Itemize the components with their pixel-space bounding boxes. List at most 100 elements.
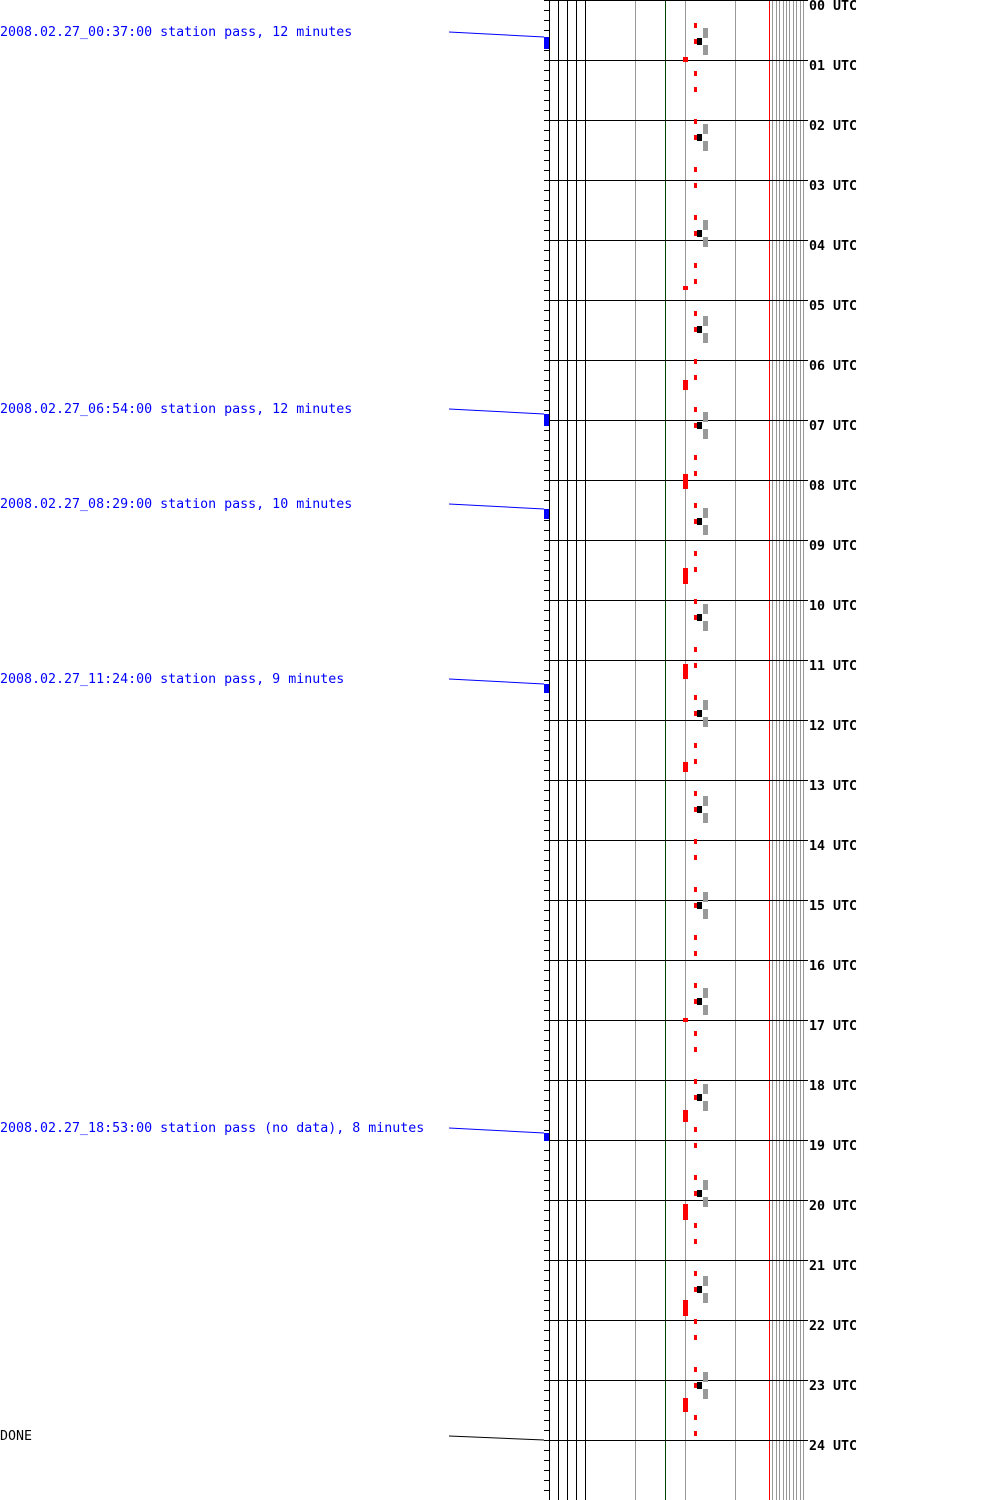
red-dash [694, 1079, 697, 1084]
hour-label: 10 UTC [809, 599, 857, 614]
hour-label: 20 UTC [809, 1199, 857, 1214]
pass-bar [544, 37, 549, 49]
gray-mark [703, 717, 708, 727]
red-bar [683, 1018, 688, 1022]
gray-mark [703, 892, 708, 902]
pass-label: 2008.02.27_06:54:00 station pass, 12 min… [0, 402, 352, 417]
gray-mark [703, 220, 708, 230]
red-dash [694, 1239, 697, 1244]
red-dash [694, 1415, 697, 1420]
black-mark [697, 1190, 702, 1197]
red-dash [694, 167, 697, 172]
red-dash [694, 471, 697, 476]
red-dash [694, 711, 697, 716]
gray-mark [703, 45, 708, 55]
black-mark [697, 518, 702, 525]
hour-label: 07 UTC [809, 419, 857, 434]
red-dash [694, 1335, 697, 1340]
black-mark [697, 806, 702, 813]
pass-bar [544, 1133, 549, 1141]
gray-mark [703, 333, 708, 343]
red-dash [694, 567, 697, 572]
hour-label: 11 UTC [809, 659, 857, 674]
pass-label: 2008.02.27_11:24:00 station pass, 9 minu… [0, 672, 344, 687]
red-bar [683, 380, 688, 390]
hour-label: 02 UTC [809, 119, 857, 134]
red-dash [694, 1367, 697, 1372]
red-dash [694, 519, 697, 524]
black-mark [697, 614, 702, 621]
red-dash [694, 279, 697, 284]
red-dash [694, 759, 697, 764]
red-bar [683, 1300, 688, 1316]
gray-mark [703, 124, 708, 134]
red-dash [694, 423, 697, 428]
red-dash [694, 263, 697, 268]
red-dash [694, 1127, 697, 1132]
red-dash [694, 23, 697, 28]
gray-mark [703, 700, 708, 710]
red-bar [683, 474, 688, 489]
red-bar [683, 1398, 688, 1412]
red-dash [694, 983, 697, 988]
red-dash [694, 887, 697, 892]
red-dash [694, 1431, 697, 1436]
gray-mark [703, 508, 708, 518]
gray-mark [703, 412, 708, 422]
black-mark [697, 902, 702, 909]
hour-label: 24 UTC [809, 1439, 857, 1454]
red-dash [694, 791, 697, 796]
red-dash [694, 407, 697, 412]
red-dash [694, 615, 697, 620]
gray-mark [703, 909, 708, 919]
red-dash [694, 855, 697, 860]
black-mark [697, 134, 702, 141]
red-dash [694, 39, 697, 44]
hour-label: 22 UTC [809, 1319, 857, 1334]
red-dash [694, 743, 697, 748]
red-dash [694, 1175, 697, 1180]
red-dash [694, 807, 697, 812]
black-mark [697, 998, 702, 1005]
gray-mark [703, 988, 708, 998]
red-bar [683, 568, 688, 584]
red-bar [683, 57, 688, 62]
gray-mark [703, 1180, 708, 1190]
hour-label: 00 UTC [809, 0, 857, 14]
red-dash [694, 183, 697, 188]
pass-label: 2008.02.27_08:29:00 station pass, 10 min… [0, 497, 352, 512]
red-bar [683, 1204, 688, 1220]
red-dash [694, 503, 697, 508]
pass-leader-line [448, 1127, 545, 1134]
hour-label: 03 UTC [809, 179, 857, 194]
red-dash [694, 87, 697, 92]
hour-label: 18 UTC [809, 1079, 857, 1094]
hour-label: 17 UTC [809, 1019, 857, 1034]
gray-mark [703, 796, 708, 806]
hour-label: 12 UTC [809, 719, 857, 734]
red-dash [694, 551, 697, 556]
hour-label: 23 UTC [809, 1379, 857, 1394]
hour-label: 21 UTC [809, 1259, 857, 1274]
gray-mark [703, 1197, 708, 1207]
gray-mark [703, 28, 708, 38]
pass-leader-line [448, 678, 545, 685]
hour-label: 16 UTC [809, 959, 857, 974]
black-mark [697, 326, 702, 333]
red-dash [694, 71, 697, 76]
red-dash [694, 695, 697, 700]
red-dash [694, 231, 697, 236]
pass-label: 2008.02.27_18:53:00 station pass (no dat… [0, 1121, 424, 1136]
pass-leader-line [448, 408, 545, 415]
red-dash [694, 1319, 697, 1324]
hour-label: 06 UTC [809, 359, 857, 374]
hour-label: 04 UTC [809, 239, 857, 254]
gray-mark [703, 1276, 708, 1286]
red-dash [694, 119, 697, 124]
gray-mark [703, 621, 708, 631]
pass-leader-line [448, 503, 545, 510]
gray-mark [703, 429, 708, 439]
red-bar [683, 762, 688, 772]
hour-label: 01 UTC [809, 59, 857, 74]
